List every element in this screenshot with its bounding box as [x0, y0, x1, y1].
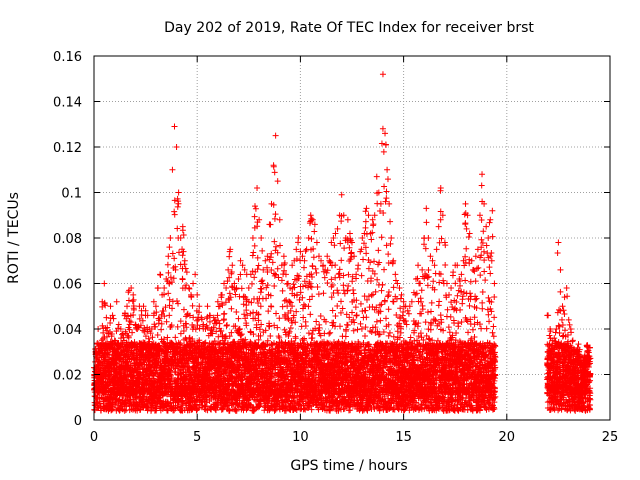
data-point: [103, 333, 110, 340]
data-point: [101, 300, 108, 307]
data-point: [94, 392, 101, 399]
data-point: [141, 339, 148, 346]
points-layer: [91, 71, 594, 414]
data-point: [149, 334, 156, 341]
data-point: [145, 385, 152, 392]
data-point: [140, 390, 147, 397]
data-point: [109, 312, 116, 319]
data-point: [126, 317, 133, 324]
data-point: [129, 329, 136, 336]
data-point: [121, 407, 128, 414]
data-point: [117, 326, 124, 332]
data-point: [147, 330, 154, 337]
data-point: [140, 327, 147, 334]
data-point: [114, 346, 121, 353]
data-point: [110, 315, 117, 322]
data-point: [125, 297, 132, 304]
data-point: [136, 365, 143, 372]
data-point: [140, 303, 147, 310]
data-point: [113, 298, 120, 305]
data-point: [126, 326, 133, 333]
data-point: [129, 298, 136, 305]
data-point: [116, 356, 123, 363]
data-point: [107, 303, 114, 310]
data-point: [128, 285, 135, 292]
data-point: [100, 329, 107, 336]
grid-layer: [94, 56, 610, 420]
chart-title: Day 202 of 2019, Rate Of TEC Index for r…: [164, 20, 534, 36]
data-point: [117, 335, 124, 342]
data-point: [145, 335, 152, 342]
data-point: [106, 398, 113, 405]
data-point: [134, 407, 141, 414]
data-point: [127, 361, 134, 368]
data-point: [104, 350, 111, 357]
data-point: [119, 331, 126, 338]
data-point: [142, 333, 149, 340]
data-point: [114, 325, 121, 332]
data-point: [125, 333, 132, 340]
data-point: [98, 337, 105, 344]
data-point: [129, 373, 136, 380]
data-point: [124, 303, 131, 310]
data-point: [107, 319, 114, 326]
data-point: [130, 296, 137, 303]
data-point: [139, 317, 146, 324]
data-point: [115, 321, 122, 328]
data-point: [130, 312, 137, 318]
data-point: [130, 291, 137, 298]
data-point: [127, 319, 134, 326]
data-point: [144, 312, 151, 319]
data-point: [132, 321, 139, 328]
data-point: [139, 345, 146, 352]
data-point: [137, 322, 144, 329]
data-point: [123, 403, 130, 410]
data-point: [125, 313, 132, 320]
data-point: [150, 298, 157, 305]
data-point: [125, 289, 132, 296]
data-point: [108, 330, 115, 337]
data-point: [108, 406, 115, 413]
data-point: [136, 315, 143, 322]
data-point: [130, 305, 137, 312]
data-point: [103, 314, 110, 321]
data-point: [101, 280, 108, 287]
data-point: [152, 303, 159, 310]
